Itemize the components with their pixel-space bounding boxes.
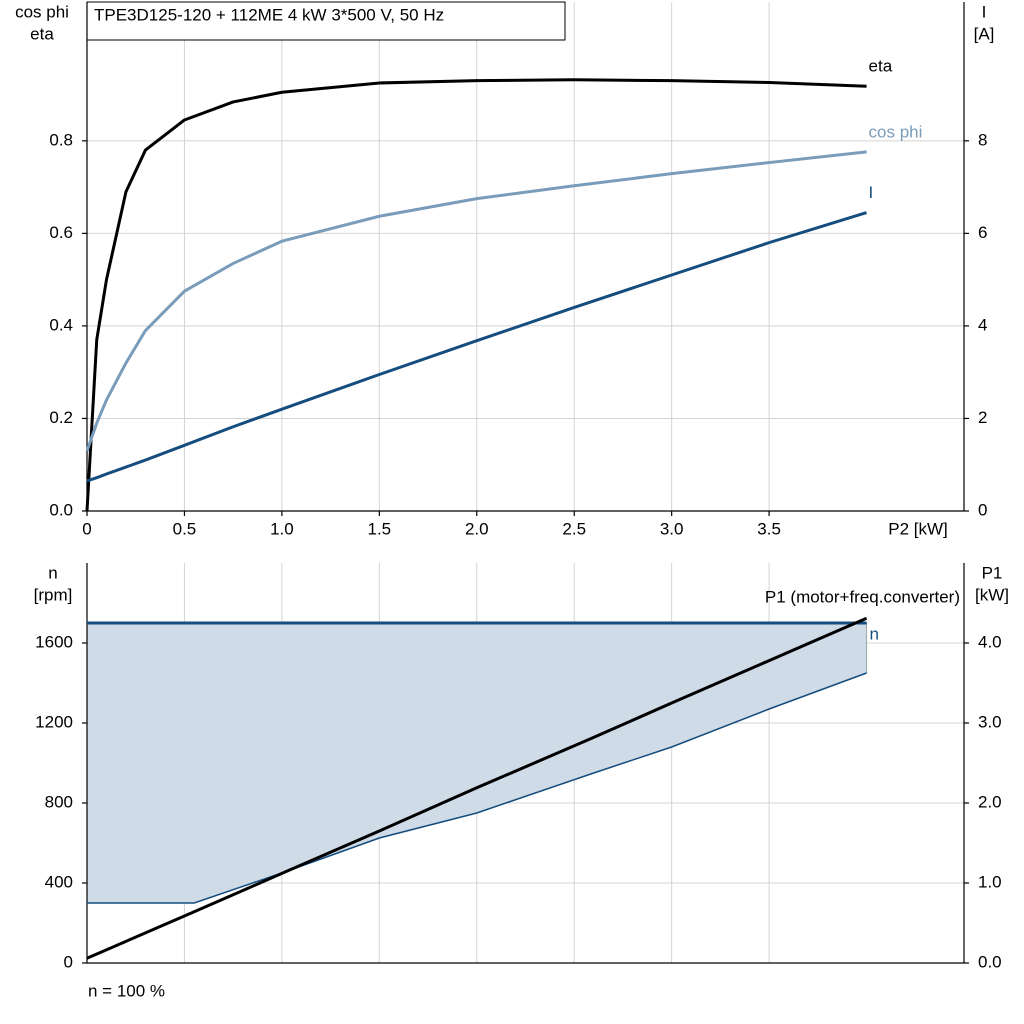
y-tick-label: 0 [64, 952, 73, 971]
y-tick-label: 1600 [35, 632, 73, 651]
y2-tick-label: 3.0 [978, 712, 1002, 731]
y-axis-label: cos phi [15, 2, 69, 21]
note: n = 100 % [88, 981, 165, 1000]
y-axis-label: eta [30, 24, 54, 43]
x-tick-label: 1.5 [368, 519, 392, 538]
y-tick-label: 1200 [35, 712, 73, 731]
y-tick-label: 0.2 [49, 408, 73, 427]
y-tick-label: 0.0 [49, 500, 73, 519]
x-tick-label: 3.0 [660, 519, 684, 538]
title-box [86, 1, 566, 41]
x-axis-label: P2 [kW] [888, 519, 948, 538]
x-tick-label: 0.5 [173, 519, 197, 538]
chart-title: TPE3D125-120 + 112ME 4 kW 3*500 V, 50 Hz [94, 5, 444, 24]
y2-tick-label: 8 [978, 130, 987, 149]
y-tick-label: 800 [45, 792, 73, 811]
y-axis-label: n [48, 563, 57, 582]
y2-tick-label: 0.0 [978, 952, 1002, 971]
y2-axis-label: I [982, 2, 987, 21]
y2-axis-label: P1 [982, 563, 1003, 582]
series-label: eta [869, 57, 893, 76]
y-tick-label: 400 [45, 872, 73, 891]
y2-tick-label: 6 [978, 223, 987, 242]
y2-tick-label: 2 [978, 408, 987, 427]
y-tick-label: 0.8 [49, 130, 73, 149]
series-label: I [869, 183, 874, 202]
series-line [86, 211, 867, 483]
series-label: P1 (motor+freq.converter) [765, 587, 960, 606]
y-tick-label: 0.4 [49, 315, 73, 334]
x-tick-label: 3.5 [757, 519, 781, 538]
series-line [85, 78, 867, 512]
x-tick-label: 2.0 [465, 519, 489, 538]
y-tick-label: 0.6 [49, 223, 73, 242]
series-label: n [870, 624, 879, 643]
series-line [85, 150, 867, 452]
x-tick-label: 0 [82, 519, 91, 538]
x-tick-label: 1.0 [270, 519, 294, 538]
y2-tick-label: 0 [978, 500, 987, 519]
y2-tick-label: 4 [978, 315, 987, 334]
y-axis-label: [rpm] [34, 585, 73, 604]
series-label: cos phi [869, 122, 923, 141]
y2-tick-label: 1.0 [978, 872, 1002, 891]
x-tick-label: 2.5 [562, 519, 586, 538]
lower-line [87, 672, 867, 904]
y2-tick-label: 4.0 [978, 632, 1002, 651]
y2-axis-label: [A] [974, 24, 995, 43]
y2-axis-label: [kW] [975, 585, 1009, 604]
series-line [86, 616, 868, 960]
y2-tick-label: 2.0 [978, 792, 1002, 811]
